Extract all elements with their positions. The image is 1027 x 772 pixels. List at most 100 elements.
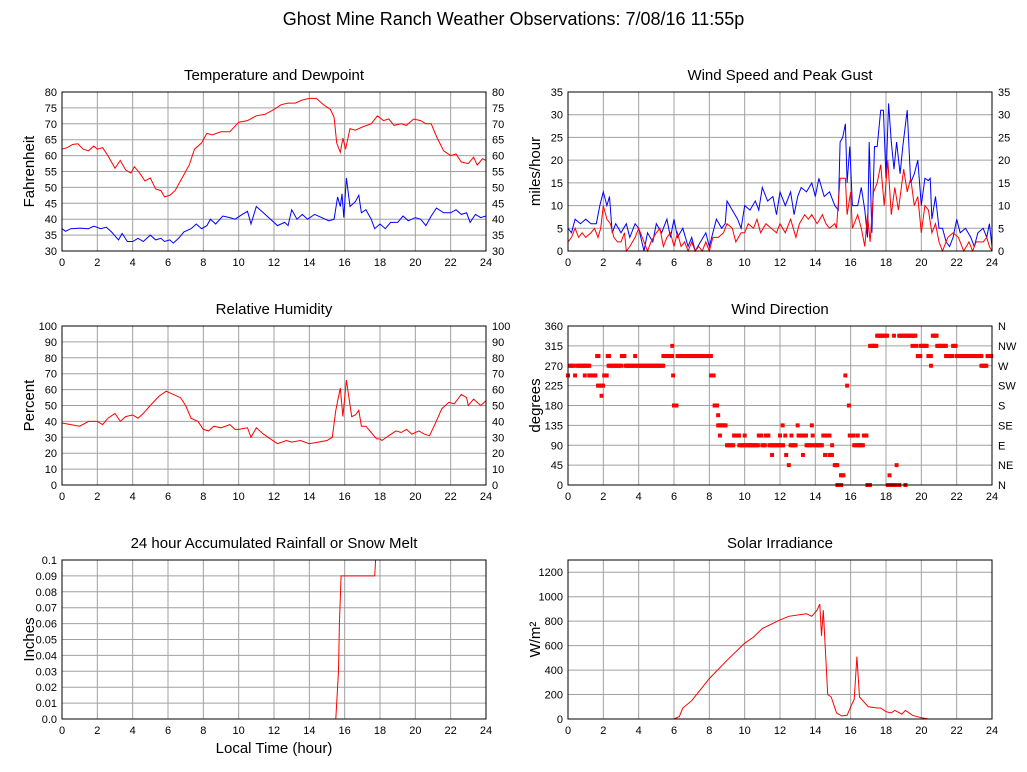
wind-direction-point	[928, 354, 933, 359]
right-tick-label: 50	[492, 182, 504, 194]
y-axis-label: miles/hour	[527, 137, 544, 206]
wind-direction-point	[770, 452, 775, 457]
x-tick-label: 14	[303, 725, 315, 737]
right-tick-label: 30	[998, 110, 1010, 122]
x-tick-label: 14	[303, 257, 315, 269]
x-tick-label: 20	[409, 257, 421, 269]
y-tick-label: 1200	[539, 567, 563, 579]
series-line-rainfall	[62, 559, 486, 720]
y-tick-label: 180	[545, 401, 563, 413]
x-tick-label: 22	[445, 491, 457, 503]
x-tick-label: 10	[739, 491, 751, 503]
wind-direction-point	[571, 363, 576, 368]
wind-direction-point	[742, 433, 747, 438]
right-tick-label: 90	[492, 337, 504, 349]
x-tick-label: 4	[130, 491, 136, 503]
wind-direction-point	[829, 452, 834, 457]
wind-direction-point	[943, 343, 948, 348]
x-tick-label: 16	[845, 491, 857, 503]
wind-direction-point	[989, 354, 994, 359]
wind-direction-point	[851, 433, 856, 438]
x-tick-label: 18	[880, 725, 892, 737]
y-tick-label: 0.04	[36, 650, 57, 662]
right-tick-label: 40	[492, 416, 504, 428]
wind-direction-point	[846, 403, 851, 408]
wind-direction-point	[864, 433, 869, 438]
series-line-dewpoint	[61, 177, 487, 244]
page-title: Ghost Mine Ranch Weather Observations: 7…	[282, 9, 745, 29]
y-tick-label: 40	[45, 214, 57, 226]
wind-direction-point	[731, 443, 736, 448]
y-tick-label: 10	[551, 201, 563, 213]
wind-direction-point	[600, 383, 605, 388]
x-tick-label: 6	[165, 491, 171, 503]
wind-direction-point	[894, 463, 899, 468]
x-tick-label: 20	[915, 725, 927, 737]
x-tick-label: 22	[951, 491, 963, 503]
wind-direction-point	[755, 443, 760, 448]
y-tick-label: 80	[45, 353, 57, 365]
y-axis-label: W/m²	[527, 622, 544, 658]
y-tick-label: 0.02	[36, 682, 57, 694]
wind-direction-point	[845, 383, 850, 388]
wind-direction-point	[723, 423, 728, 428]
wind-direction-point	[670, 343, 675, 348]
y-tick-label: 10	[45, 464, 57, 476]
x-tick-label: 8	[200, 491, 206, 503]
x-tick-label: 10	[233, 725, 245, 737]
y-tick-label: 35	[45, 230, 57, 242]
x-tick-label: 2	[94, 257, 100, 269]
wind-direction-point	[762, 443, 767, 448]
x-tick-label: 20	[915, 491, 927, 503]
right-tick-label: N	[998, 321, 1006, 333]
wind-direction-point	[596, 354, 601, 359]
wind-direction-point	[924, 343, 929, 348]
chart-4: 24 hour Accumulated Rainfall or Snow Mel…	[21, 535, 492, 757]
wind-direction-point	[819, 443, 824, 448]
y-tick-label: 50	[45, 182, 57, 194]
wind-direction-point	[606, 354, 611, 359]
right-tick-label: N	[998, 480, 1006, 492]
y-tick-label: 45	[551, 460, 563, 472]
wind-direction-point	[803, 433, 808, 438]
x-tick-label: 16	[845, 257, 857, 269]
y-tick-label: 80	[45, 87, 57, 99]
wind-direction-point	[855, 433, 860, 438]
x-tick-label: 0	[565, 725, 571, 737]
wind-direction-point	[593, 373, 598, 378]
y-axis-label: degrees	[527, 378, 544, 432]
y-tick-label: 15	[551, 178, 563, 190]
plot-frame	[567, 91, 993, 252]
y-tick-label: 315	[545, 341, 563, 353]
x-tick-label: 6	[165, 257, 171, 269]
right-tick-label: 70	[492, 369, 504, 381]
wind-direction-point	[604, 373, 609, 378]
y-tick-label: 0.01	[36, 698, 57, 710]
x-tick-label: 2	[600, 491, 606, 503]
wind-direction-point	[793, 443, 798, 448]
x-tick-label: 8	[200, 257, 206, 269]
right-tick-label: 0	[998, 246, 1004, 258]
x-tick-label: 2	[600, 257, 606, 269]
x-tick-label: 4	[130, 257, 136, 269]
wind-direction-point	[914, 343, 919, 348]
wind-direction-point	[809, 443, 814, 448]
right-tick-label: NW	[998, 341, 1017, 353]
wind-direction-point	[789, 433, 794, 438]
plot-frame	[61, 325, 487, 486]
y-tick-label: 60	[45, 385, 57, 397]
y-tick-label: 800	[545, 616, 563, 628]
wind-direction-point	[619, 363, 623, 368]
series-line-solar-irradiance	[568, 603, 992, 720]
x-tick-label: 0	[59, 725, 65, 737]
right-tick-label: SW	[998, 381, 1016, 393]
wind-direction-point	[843, 373, 848, 378]
wind-direction-point	[950, 354, 955, 359]
wind-direction-point	[984, 363, 989, 368]
x-tick-label: 14	[809, 491, 821, 503]
wind-direction-point	[784, 452, 789, 457]
x-tick-label: 14	[809, 257, 821, 269]
